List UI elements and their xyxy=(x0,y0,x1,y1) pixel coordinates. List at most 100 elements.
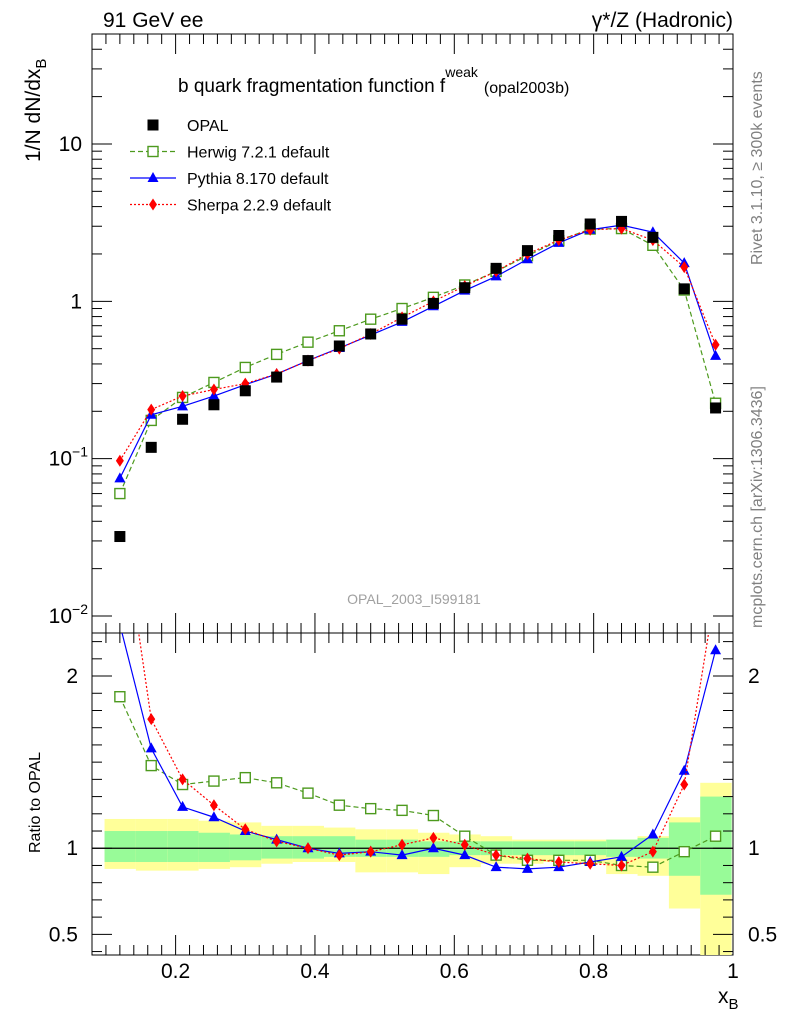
x-axis-title: xB xyxy=(718,985,739,1013)
ratio-data-point xyxy=(178,773,187,786)
main-data-point xyxy=(302,355,314,367)
ratio-data-point xyxy=(145,742,157,753)
ratio-y-tick-label-right: 1 xyxy=(748,837,760,860)
main-data-point xyxy=(302,336,314,348)
ratio-data-point xyxy=(177,800,189,811)
main-data-point xyxy=(710,402,722,414)
main-series-line xyxy=(119,227,717,494)
main-data-point xyxy=(114,472,126,483)
main-data-point xyxy=(678,283,690,295)
stat-band-bin xyxy=(198,832,230,863)
main-data-point xyxy=(239,361,251,374)
x-tick-label: 0.6 xyxy=(440,960,469,983)
ratio-uncertainty-bands xyxy=(104,782,732,955)
ratio-data-point xyxy=(647,828,659,839)
main-y-tick-label-exp: −2 xyxy=(72,601,88,617)
ratio-data-point xyxy=(272,835,281,848)
main-y-axis-title: 1/N dN/dxB xyxy=(22,59,50,162)
ratio-data-point xyxy=(523,852,532,865)
x-tick-label: 1 xyxy=(727,960,739,983)
ratio-data-point xyxy=(490,861,502,872)
main-data-point xyxy=(680,261,689,274)
legend-label: OPAL xyxy=(187,118,229,135)
main-y-tick-label-base: 10 xyxy=(49,448,72,471)
legend-label: Sherpa 2.2.9 default xyxy=(187,198,332,215)
ratio-data-point xyxy=(492,849,501,862)
x-axis-title-sub: B xyxy=(729,996,739,1013)
main-y-tick-label: 10 xyxy=(59,133,82,156)
stat-band-bin xyxy=(167,831,199,863)
main-data-point xyxy=(115,454,124,467)
plot-title: b quark fragmentation function fweak (opa… xyxy=(178,64,569,97)
ratio-data-point xyxy=(145,759,157,772)
ratio-data-point xyxy=(459,849,471,860)
ratio-data-point xyxy=(678,845,690,858)
main-data-point xyxy=(553,230,565,242)
ratio-data-point xyxy=(586,857,595,870)
main-data-point xyxy=(271,371,283,383)
main-data-point xyxy=(333,325,346,337)
ratio-data-point xyxy=(364,802,377,815)
legend-marker xyxy=(147,172,159,182)
ratio-data-point xyxy=(617,859,626,872)
ratio-panel-frame xyxy=(91,632,734,956)
main-y-axis-title-sub: B xyxy=(33,59,50,69)
main-data-point xyxy=(145,441,157,453)
ratio-data-point xyxy=(709,830,722,842)
legend-label: Pythia 8.170 default xyxy=(187,171,329,188)
ratio-data-point xyxy=(396,804,408,817)
stat-band-bin xyxy=(104,831,136,863)
ratio-data-point xyxy=(114,691,126,703)
main-data-point xyxy=(521,245,533,257)
main-data-point xyxy=(208,399,220,411)
main-series-line xyxy=(119,227,717,462)
legend-label: Herwig 7.2.1 default xyxy=(187,145,330,162)
legend-marker xyxy=(147,145,159,158)
ratio-data-point xyxy=(647,861,659,873)
main-data-point xyxy=(177,413,189,425)
ratio-series-line xyxy=(121,633,717,870)
ratio-data-point xyxy=(521,862,533,873)
x-tick-label: 0.8 xyxy=(579,960,608,983)
main-data-point xyxy=(490,262,502,274)
ratio-data-point xyxy=(616,850,628,861)
x-axis-title-text: x xyxy=(718,985,729,1008)
ratio-data-point xyxy=(429,831,438,844)
main-data-point xyxy=(178,390,187,403)
ratio-data-point xyxy=(678,764,690,775)
ratio-data-point xyxy=(241,823,250,836)
side-rivet-label: Rivet 3.1.10, ≥ 300k events xyxy=(749,71,766,265)
ratio-data-point xyxy=(710,644,722,655)
main-y-axis-title-text: 1/N dN/dx xyxy=(22,68,45,162)
ratio-data-point xyxy=(239,771,251,784)
main-data-point xyxy=(114,487,126,500)
ratio-data-point xyxy=(209,799,218,812)
header-right: γ*/Z (Hadronic) xyxy=(592,9,733,32)
ratio-data-point xyxy=(460,838,469,851)
ratio-data-point xyxy=(270,777,283,789)
ratio-data-point xyxy=(427,809,440,822)
ratio-series-clipped xyxy=(114,633,722,873)
plot-title-main: b quark fragmentation function f xyxy=(178,76,446,97)
main-data-point xyxy=(427,297,439,309)
main-y-tick-label-base: 10 xyxy=(49,605,72,628)
ratio-data-point xyxy=(680,778,689,791)
main-series-layer xyxy=(114,215,722,543)
x-tick-label: 0.4 xyxy=(300,960,330,983)
main-data-point xyxy=(147,403,156,416)
side-site-label: mcplots.cern.ch [arXiv:1306.3436] xyxy=(749,386,766,628)
main-y-tick-label: 10−1 xyxy=(49,444,89,471)
ratio-data-point xyxy=(427,842,439,853)
plot-title-sup: weak xyxy=(444,64,479,80)
ratio-data-point xyxy=(302,787,314,799)
ratio-y-tick-label-right: 0.5 xyxy=(748,923,777,946)
main-data-point xyxy=(209,383,218,396)
ratio-y-tick-label-right: 2 xyxy=(748,665,760,688)
ratio-y-tick-label-left: 1 xyxy=(66,837,78,860)
main-data-point xyxy=(710,349,722,360)
stat-band-bin xyxy=(700,796,732,895)
main-y-tick-label: 10−2 xyxy=(49,601,89,628)
ratio-data-point xyxy=(335,849,344,862)
ratio-data-point xyxy=(398,838,407,851)
